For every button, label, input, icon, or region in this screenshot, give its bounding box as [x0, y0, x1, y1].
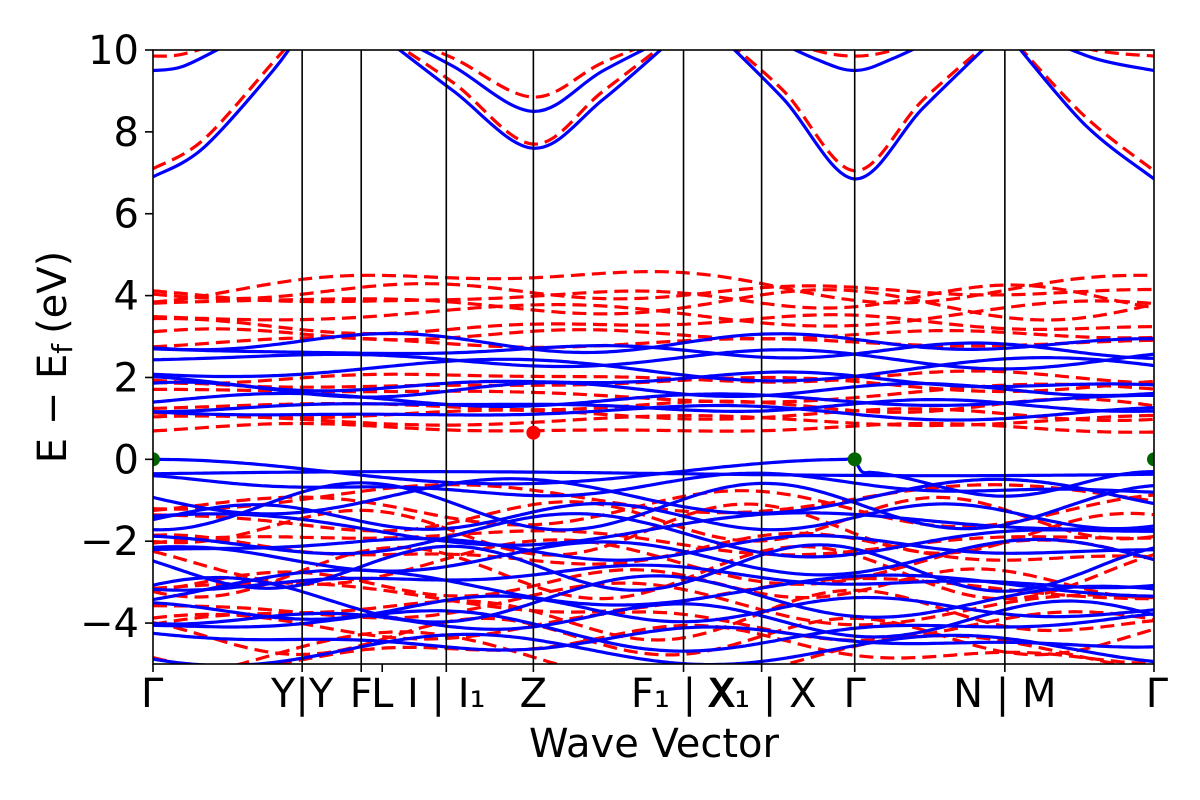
x-tick-label: Γ [141, 671, 164, 717]
x-axis-title: Wave Vector [529, 721, 780, 767]
vbm-marker [1147, 452, 1154, 467]
band-edge-markers [153, 425, 1154, 467]
band-spin-up [153, 537, 1154, 577]
plot-background [153, 50, 1154, 664]
y-tick-label: 0 [114, 437, 139, 483]
high-symmetry-lines [301, 50, 1006, 664]
band-spin-up [153, 331, 1154, 355]
band-spin-down [153, 610, 1154, 642]
y-axis-title-main: E − E [30, 354, 76, 464]
y-tick-label: 4 [114, 274, 139, 320]
band-spin-up [153, 477, 1154, 516]
y-ticks: 10 8 6 4 2 0 −2 −4 [80, 28, 153, 647]
y-axis-title-unit: (eV) [30, 251, 76, 334]
y-tick-label: −2 [80, 519, 139, 565]
band-spin-up [153, 370, 1154, 393]
y-tick-label: 10 [88, 28, 139, 74]
band-spin-up [153, 50, 221, 73]
x-tick-label: Y|Y [270, 671, 334, 717]
band-spin-up [153, 356, 1154, 383]
y-tick-label: 2 [114, 355, 139, 401]
band-spin-up [153, 348, 1154, 371]
x-tick-label: N | M [953, 671, 1056, 717]
band-spin-up [153, 599, 1154, 639]
band-spin-up [153, 625, 1154, 652]
band-spin-down [153, 50, 204, 58]
band-spin-down [153, 581, 1154, 627]
band-spin-down [234, 630, 1126, 664]
y-tick-label: 6 [114, 192, 139, 238]
x-tick-label: I | I₁ [407, 671, 486, 717]
band-spin-down [153, 50, 287, 171]
band-spin-up [153, 398, 1154, 414]
x-tick-label: Γ [844, 671, 867, 717]
x-ticks: Γ Y|Y FL I | I₁ Z F₁ | XX₁ | X Γ N | M Γ [141, 664, 1169, 717]
band-spin-up [153, 609, 1154, 653]
band-spin-down [1020, 50, 1154, 173]
band-spin-up [153, 50, 291, 179]
y-axis-title: E − Ef (eV) [30, 251, 79, 464]
x-tick-label: Γ [1146, 671, 1169, 717]
band-spin-up [153, 632, 1154, 664]
band-spin-up [153, 533, 1154, 562]
band-spin-down [153, 495, 1154, 543]
x-tick-label: F [350, 671, 373, 717]
band-spin-up [153, 511, 1154, 547]
band-spin-up [1067, 50, 1154, 73]
band-spin-up [153, 594, 1154, 624]
band-spin-up [153, 512, 1154, 559]
y-tick-label: −4 [80, 601, 139, 647]
band-spin-up [153, 502, 1154, 532]
y-tick-label: 8 [114, 110, 139, 156]
band-spin-up [153, 574, 1154, 624]
vbm-marker [847, 452, 862, 467]
x-tick-label: X₁ | X [707, 671, 817, 717]
plot-frame [152, 49, 1155, 665]
band-spin-down [153, 270, 1154, 305]
band-spin-down [153, 567, 1154, 600]
x-tick-label: L [371, 671, 394, 717]
cbm-marker [526, 425, 541, 440]
vbm-marker [153, 452, 160, 467]
band-spin-up [153, 470, 1154, 478]
y-axis-title-sub: f [46, 343, 79, 354]
x-tick-label: F₁ | X [631, 671, 736, 717]
bands-group [153, 50, 1154, 664]
x-tick-label: Z [520, 671, 547, 717]
